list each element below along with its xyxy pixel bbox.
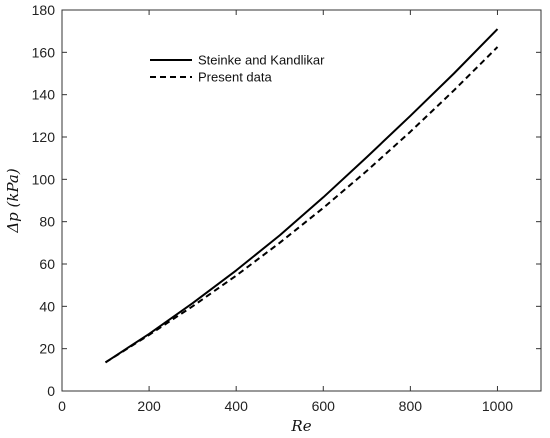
series-line-2 bbox=[104, 46, 499, 364]
x-tick-label: 800 bbox=[399, 398, 423, 414]
legend-label: Steinke and Kandlikar bbox=[198, 53, 325, 68]
axis-ticks: 0 200 400 600 800 1000 0 20 40 60 80 100 120 140 160 18… bbox=[32, 2, 541, 414]
y-tick-label: 0 bbox=[47, 383, 55, 399]
x-tick-label: 0 bbox=[58, 398, 66, 414]
x-tick-label: 600 bbox=[312, 398, 336, 414]
y-tick-label: 100 bbox=[32, 171, 56, 187]
x-tick-label: 1000 bbox=[482, 398, 513, 414]
y-tick-label: 80 bbox=[39, 214, 55, 230]
y-tick-label: 180 bbox=[32, 2, 56, 18]
y-tick-label: 140 bbox=[32, 87, 56, 103]
series-lines bbox=[104, 28, 499, 364]
y-tick-label: 40 bbox=[39, 298, 55, 314]
plot-area bbox=[61, 9, 542, 392]
x-axis-label: Re bbox=[290, 417, 311, 435]
series-line-1 bbox=[104, 28, 499, 364]
y-tick-label: 60 bbox=[39, 256, 55, 272]
x-tick-label: 200 bbox=[137, 398, 161, 414]
x-tick-label: 400 bbox=[225, 398, 249, 414]
legend: Steinke and Kandlikar Present data bbox=[150, 53, 325, 85]
y-axis-label: Δp (kPa) bbox=[4, 168, 22, 234]
legend-label: Present data bbox=[198, 70, 272, 85]
y-tick-label: 120 bbox=[32, 129, 56, 145]
y-tick-label: 160 bbox=[32, 44, 56, 60]
y-tick-label: 20 bbox=[39, 341, 55, 357]
